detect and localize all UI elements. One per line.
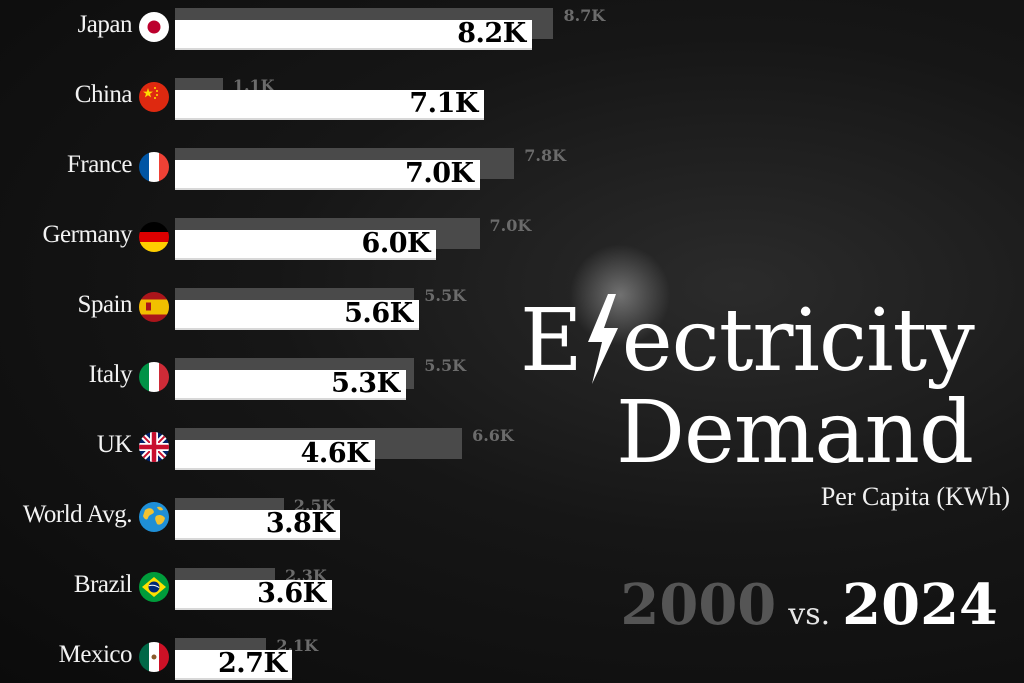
year-2024: 2024: [842, 572, 998, 638]
bar-2024: [175, 510, 341, 540]
chart-title-line2: Demand: [616, 383, 974, 483]
country-label: China: [74, 81, 133, 108]
value-label-2024: 5.6K: [344, 298, 413, 329]
bar-2024: [175, 440, 376, 470]
france-flag-icon: [139, 152, 169, 182]
year-comparison: 2000 vs. 2024: [620, 572, 998, 638]
value-label-2024: 4.6K: [300, 438, 370, 469]
value-label-2000: 6.6K: [472, 426, 514, 445]
country-label: France: [66, 151, 133, 178]
globe-icon: [139, 502, 169, 532]
chart-title-line1: E ectricity: [520, 291, 975, 391]
value-label-2024: 8.2K: [457, 18, 526, 49]
spain-flag-icon: [139, 292, 169, 322]
bar-2024: [175, 90, 484, 120]
value-label-2024: 7.1K: [409, 88, 478, 119]
chart-subtitle: Per Capita (KWh): [820, 482, 1010, 511]
value-label-2000: 8.7K: [563, 6, 606, 25]
value-label-2000: 7.8K: [524, 146, 567, 165]
bar-2024: [175, 230, 436, 260]
china-flag-icon: [139, 82, 169, 112]
bar-2024: [175, 20, 532, 50]
value-label-2000: 5.5K: [424, 356, 466, 375]
bar-2024: [175, 160, 480, 190]
brazil-flag-icon: [139, 572, 169, 602]
glow: [565, 240, 675, 350]
country-label: Germany: [42, 221, 132, 248]
italy-flag-icon: [139, 362, 169, 392]
country-label: Japan: [77, 11, 133, 38]
value-label-2024: 2.7K: [217, 648, 287, 679]
value-label-2000: 5.5K: [424, 286, 466, 305]
vs-label: vs.: [788, 597, 831, 632]
title-rest: ectricity: [621, 291, 975, 391]
country-label: Italy: [88, 361, 133, 388]
value-label-2024: 5.3K: [331, 368, 400, 399]
value-label-2024: 3.6K: [257, 578, 326, 609]
bar-2024: [175, 650, 293, 680]
value-label-2024: 7.0K: [405, 158, 474, 189]
bar-2024: [175, 370, 406, 400]
lightning-bolt-icon: [587, 294, 618, 384]
country-label: World Avg.: [22, 501, 133, 528]
japan-flag-icon: [139, 12, 169, 42]
title-letter-e: E: [520, 291, 583, 391]
bar-2024: [175, 300, 419, 330]
uk-flag-icon: [139, 432, 169, 462]
country-label: Brazil: [73, 571, 133, 598]
country-label: UK: [96, 431, 133, 458]
value-label-2000: 7.0K: [489, 216, 532, 235]
country-label: Spain: [77, 291, 133, 318]
germany-flag-icon: [139, 222, 169, 252]
value-label-2024: 3.8K: [265, 508, 335, 539]
mexico-flag-icon: [139, 642, 169, 672]
year-2000: 2000: [620, 572, 777, 638]
bar-2024: [175, 580, 332, 610]
country-label: Mexico: [58, 641, 133, 668]
value-label-2024: 6.0K: [361, 228, 431, 259]
